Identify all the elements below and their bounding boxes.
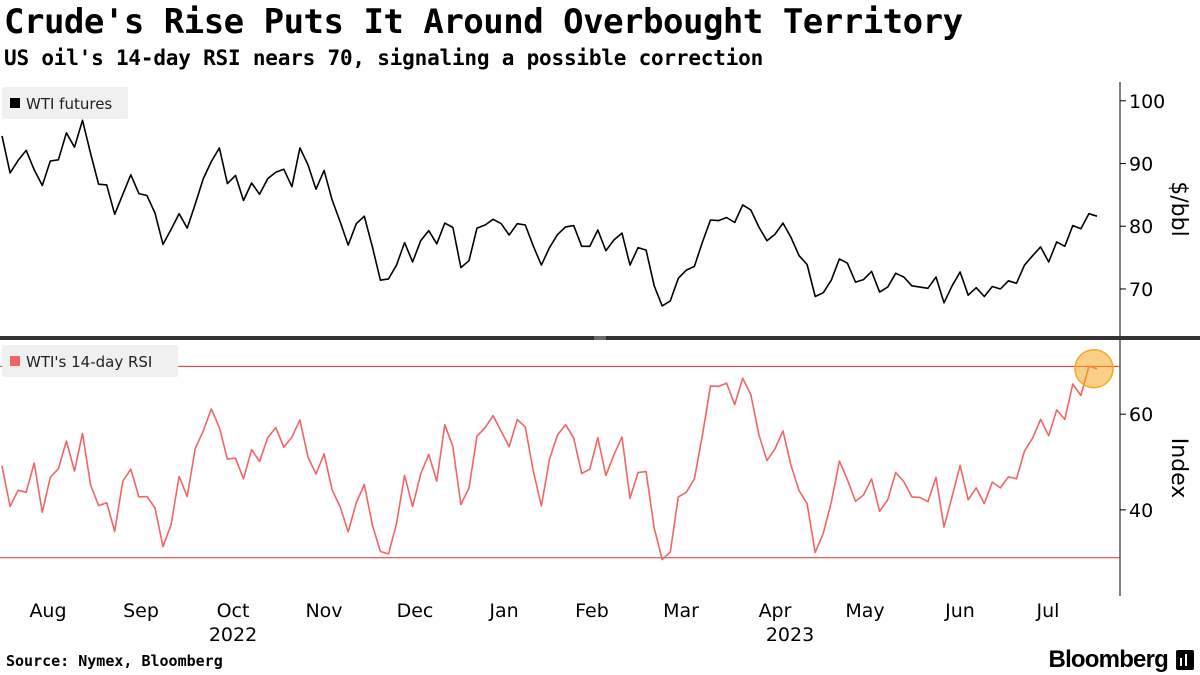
y-tick-label: 60: [1129, 404, 1153, 426]
y-tick-label: 70: [1129, 279, 1153, 301]
price-series-line: [1, 119, 1098, 307]
y-tick-label: 40: [1129, 500, 1153, 522]
legend-box: [2, 87, 128, 119]
legend-box: [2, 345, 178, 377]
x-year-label: 2022: [209, 624, 257, 646]
x-tick-label: May: [845, 600, 884, 622]
chart-title: Crude's Rise Puts It Around Overbought T…: [4, 2, 963, 42]
x-tick-label: Jun: [944, 600, 975, 622]
highlight-circle: [1074, 348, 1114, 389]
y-axis-title: $/bbl: [1166, 181, 1191, 236]
panel-divider: [0, 336, 1200, 340]
rsi-series-line: [1, 365, 1098, 561]
legend-label: WTI futures: [26, 95, 112, 113]
brand-logo-text: Bloomberg: [1048, 646, 1169, 673]
x-tick-label: Jul: [1036, 600, 1060, 622]
y-tick-label: 90: [1129, 154, 1153, 176]
legend-label: WTI's 14-day RSI: [26, 353, 152, 371]
y-tick-label: 80: [1129, 216, 1153, 238]
source-note: Source: Nymex, Bloomberg: [6, 652, 223, 670]
legend-swatch: [10, 356, 20, 366]
x-tick-label: Aug: [29, 600, 66, 622]
x-tick-label: Jan: [488, 600, 518, 622]
x-tick-label: Apr: [759, 600, 792, 622]
x-tick-label: Nov: [305, 600, 342, 622]
bloomberg-terminal-icon: [1176, 650, 1194, 670]
x-tick-label: Feb: [575, 600, 609, 622]
y-axis-title: Index: [1166, 438, 1191, 499]
x-year-label: 2023: [766, 624, 814, 646]
x-tick-label: Mar: [663, 600, 699, 622]
legend-swatch: [10, 98, 20, 108]
x-tick-label: Dec: [397, 600, 434, 622]
chart-subtitle: US oil's 14-day RSI nears 70, signaling …: [4, 46, 764, 70]
y-tick-label: 100: [1129, 91, 1165, 113]
x-tick-label: Oct: [217, 600, 250, 622]
x-tick-label: Sep: [123, 600, 159, 622]
